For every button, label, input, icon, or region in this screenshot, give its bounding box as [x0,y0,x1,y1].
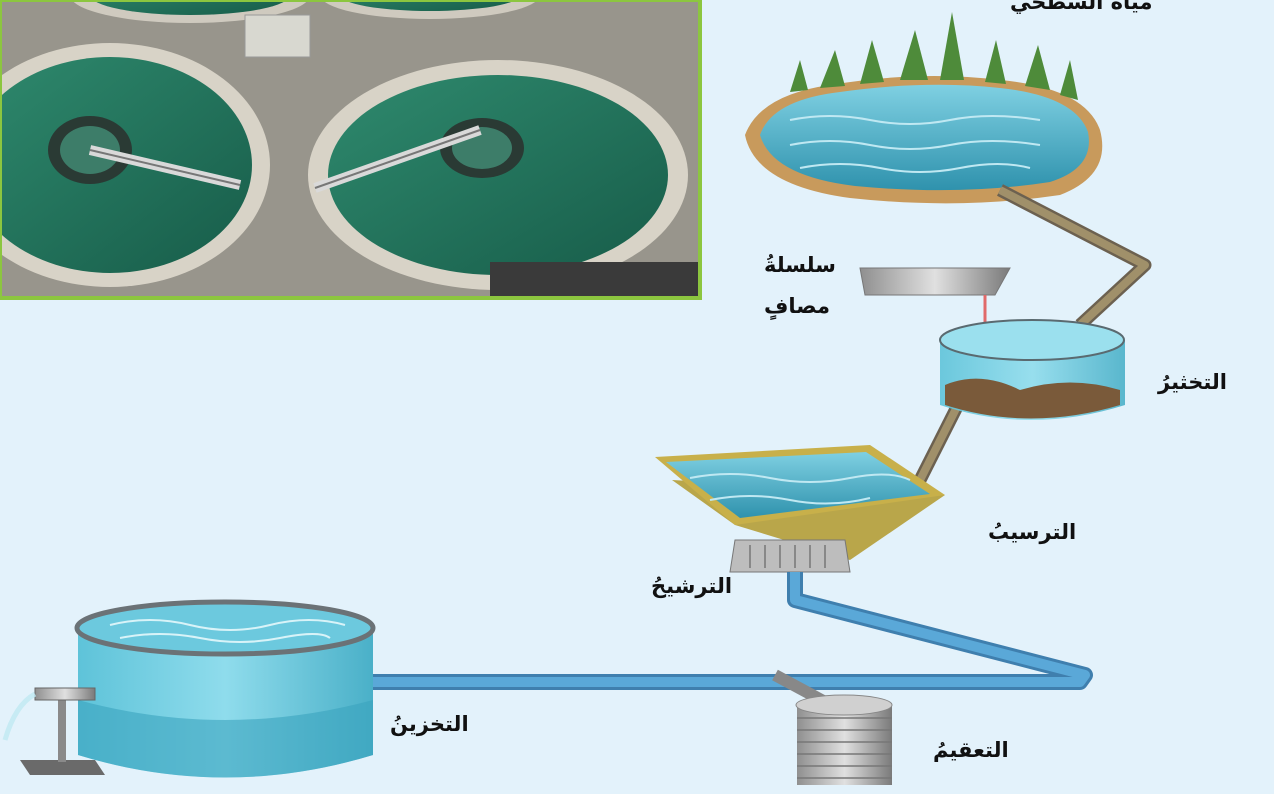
label-disinfection: التعقيمُ [933,738,1009,762]
tap-outlet [2,687,105,775]
label-filtration: الترشيحُ [651,574,733,598]
label-sedimentation: الترسيبُ [988,520,1077,544]
label-screen-chain-line1: سلسلةُ [764,253,836,277]
treatment-plant-photo [0,0,702,300]
filtration-bed [729,539,851,573]
storage-tank [74,599,376,778]
sedimentation-basin [655,445,945,560]
label-screen-chain-line2: مصافٍ [764,294,830,318]
raw-water-pipe [997,184,1152,330]
disinfection-tank [795,694,893,785]
label-storage: التخزينُ [390,712,469,736]
label-coagulation: التخثيرُ [1158,370,1227,394]
surface-water-lake [745,12,1103,204]
label-surface-water: مياهٌ السطحي [1010,0,1153,14]
coagulation-tank [939,319,1125,420]
